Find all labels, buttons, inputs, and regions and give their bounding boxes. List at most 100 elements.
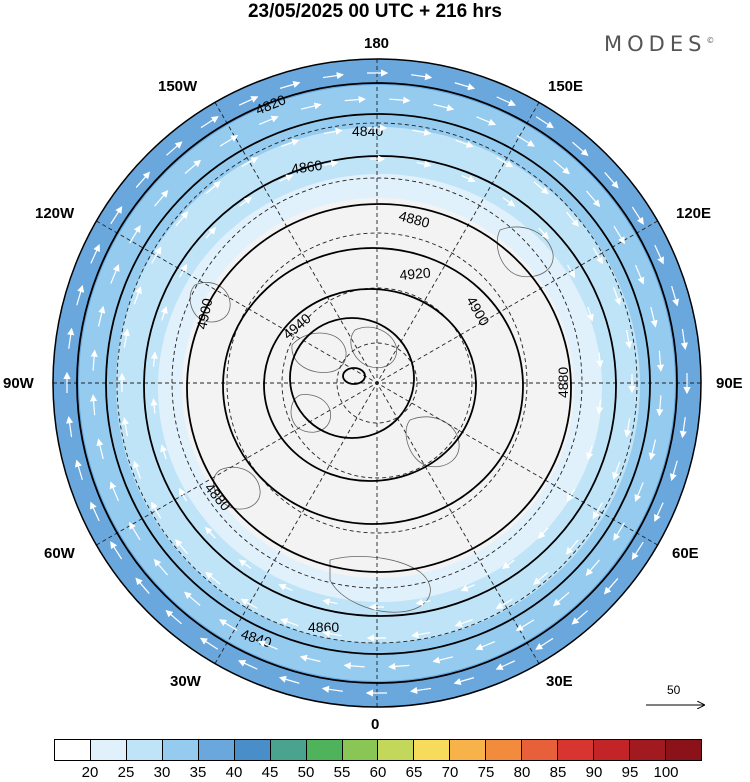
colorbar-segment — [665, 740, 701, 760]
wind-vector — [67, 327, 75, 349]
wind-vector — [110, 263, 120, 284]
wind-vector — [323, 127, 343, 135]
wind-vector — [76, 284, 85, 306]
wind-vector — [516, 135, 535, 147]
colorbar-segment — [414, 740, 451, 760]
wind-vector — [200, 116, 219, 129]
wind-vector — [565, 539, 579, 555]
wind-vector — [625, 329, 633, 349]
wind-vector — [89, 394, 98, 416]
wind-vector — [475, 641, 496, 651]
colorbar-segment — [522, 740, 559, 760]
contour-label-4850-east: 4880 — [555, 367, 571, 398]
wind-vector — [410, 686, 432, 694]
wind-vector — [154, 190, 169, 207]
wind-vector — [133, 286, 142, 305]
wind-vector — [502, 559, 515, 570]
wind-vector — [454, 82, 476, 91]
wind-vector — [671, 285, 680, 307]
contour-4880 — [186, 203, 572, 573]
wind-band-20 — [182, 198, 574, 578]
colorbar-tick-label: 20 — [81, 764, 99, 781]
wind-vector — [502, 197, 516, 207]
wind-vector — [240, 598, 258, 609]
wind-vector — [650, 306, 658, 328]
wind-vector — [239, 196, 252, 207]
wind-vector — [128, 521, 141, 541]
colorbar-tick-label: 60 — [369, 764, 387, 781]
wind-vector — [90, 349, 98, 371]
contour-label-4840: 4840 — [352, 123, 383, 139]
colorbar-segment — [270, 740, 307, 760]
wind-vector — [586, 190, 601, 208]
wind-vector — [219, 619, 238, 631]
wind-vector — [455, 139, 474, 148]
wind-vector — [129, 225, 141, 244]
wind-vector — [122, 328, 130, 348]
wind-vector — [166, 141, 183, 156]
wind-vector — [96, 438, 104, 460]
colorbar-tick-label: 75 — [477, 764, 495, 781]
lon-label-30e: 30E — [546, 673, 573, 690]
contour-4920 — [263, 288, 477, 482]
lon-label-60w: 60W — [44, 545, 75, 562]
wind-vector — [343, 662, 365, 670]
wind-vector — [135, 171, 151, 188]
wind-vector — [412, 128, 432, 136]
wind-vector — [535, 116, 555, 129]
wind-vector — [515, 619, 535, 632]
wind-vector — [572, 141, 589, 157]
wind-vector — [679, 417, 687, 439]
reference-vector-label: 50 — [667, 683, 681, 697]
colorbar-segment — [378, 740, 415, 760]
wind-vector — [151, 246, 162, 264]
wind-vector — [258, 115, 279, 125]
colorbar-segment — [486, 740, 523, 760]
wind-vector — [586, 445, 594, 461]
wind-vector — [97, 305, 106, 327]
wind-vector — [389, 96, 411, 104]
wind-vector — [454, 618, 473, 628]
wind-vector — [150, 351, 158, 367]
latitude-circle — [116, 122, 638, 644]
colorbar-tick-label: 65 — [405, 764, 423, 781]
wind-vector — [566, 488, 576, 503]
lon-label-150e: 150E — [548, 78, 584, 95]
colorbar-segment — [162, 740, 199, 760]
wind-vector — [460, 584, 475, 592]
wind-vector — [411, 631, 431, 639]
colorbar-segment — [594, 740, 630, 760]
contour-label-4860: 4860 — [290, 157, 323, 177]
wind-vector — [680, 328, 688, 350]
wind-vector — [537, 527, 549, 539]
wind-vector — [496, 157, 514, 168]
wind-vector — [153, 558, 168, 576]
colorbar-labels: 20 25 30 35 40 45 50 55 60 65 70 75 80 85 90 95 100 — [0, 764, 750, 782]
colorbar-segment — [198, 740, 235, 760]
wind-vector — [175, 539, 188, 555]
wind-vector — [552, 592, 570, 607]
wind-vector — [656, 350, 665, 372]
wind-vector — [635, 264, 645, 285]
wind-vector — [592, 247, 603, 265]
colorbar-tick-label: 70 — [441, 764, 459, 781]
colorbar-segment — [90, 740, 127, 760]
lon-label-120w: 120W — [35, 205, 75, 222]
wind-vector — [495, 660, 516, 670]
wind-vector — [613, 522, 625, 541]
colorbar-tick-label: 45 — [261, 764, 279, 781]
wind-vector — [476, 116, 497, 126]
coastlines — [189, 226, 554, 613]
lon-label-30w: 30W — [170, 673, 201, 690]
wind-vector — [219, 134, 239, 147]
wind-vector — [178, 263, 188, 278]
colorbar-tick-label: 30 — [153, 764, 171, 781]
wind-vector — [300, 102, 322, 110]
wind-vector — [323, 160, 339, 168]
colorbar-tick-label: 90 — [585, 764, 603, 781]
wind-vector — [205, 526, 216, 539]
colorbar-tick-label: 35 — [189, 764, 207, 781]
wind-vector — [90, 501, 100, 522]
wind-vector — [178, 487, 188, 502]
contour-center — [342, 367, 366, 385]
